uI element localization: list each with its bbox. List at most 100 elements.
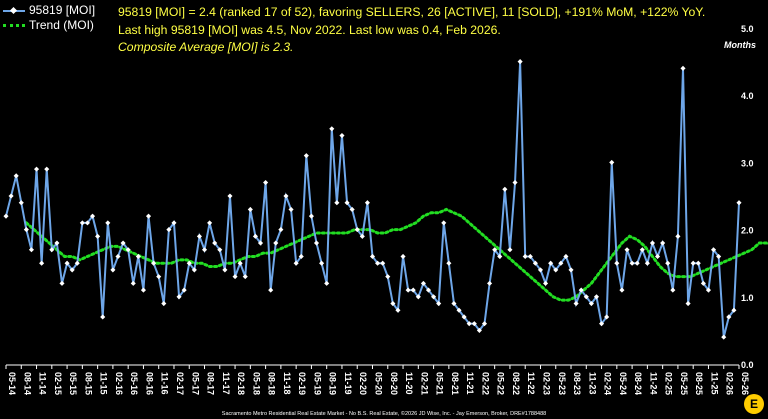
legend-moi-label: 95819 [MOI] <box>29 3 96 17</box>
moi-point <box>59 280 65 286</box>
moi-point <box>456 307 462 313</box>
moi-point <box>324 280 330 286</box>
moi-point <box>634 260 640 266</box>
moi-point <box>181 287 187 293</box>
y-tick-label: 4.0 <box>741 91 754 101</box>
moi-point <box>670 287 676 293</box>
brand-logo-icon: E <box>744 394 764 414</box>
x-tick-label: 05-26 <box>740 372 750 395</box>
x-tick-label: 02-20 <box>358 372 368 395</box>
moi-point <box>242 274 248 280</box>
moi-point <box>593 294 600 300</box>
moi-point <box>28 247 34 253</box>
moi-point <box>639 247 645 253</box>
x-tick-label: 08-22 <box>511 372 521 395</box>
x-tick-label: 11-17 <box>221 372 231 395</box>
moi-point <box>23 227 29 233</box>
x-tick-label: 08-14 <box>22 372 32 395</box>
moi-point <box>512 180 518 186</box>
moi-point <box>385 274 391 280</box>
x-axis: 05-14 08-14 11-14 02-15 05-15 08-15 11-15 02-16… <box>5 364 750 395</box>
moi-point <box>507 247 513 253</box>
x-tick-label: 05-16 <box>129 372 139 395</box>
moi-point <box>191 267 197 273</box>
moi-point <box>196 233 202 239</box>
moi-point <box>151 260 157 266</box>
moi-point <box>721 334 727 340</box>
legend: 95819 [MOI] Trend (MOI) <box>3 3 95 33</box>
moi-point <box>293 260 299 266</box>
moi-point <box>171 220 177 226</box>
moi-point <box>649 240 656 246</box>
moi-point <box>64 260 70 266</box>
moi-point <box>156 274 162 280</box>
x-tick-label: 02-24 <box>603 372 613 395</box>
moi-point <box>232 274 238 280</box>
moi-point <box>726 314 732 320</box>
moi-point <box>95 233 101 239</box>
moi-point <box>145 213 152 219</box>
moi-point <box>532 260 538 266</box>
moi-point <box>217 247 223 253</box>
moi-point <box>135 253 141 260</box>
x-tick-label: 08-15 <box>83 372 93 395</box>
x-tick-label: 11-20 <box>404 372 414 395</box>
moi-point <box>471 321 477 327</box>
moi-point <box>380 260 386 266</box>
x-tick-label: 05-24 <box>618 372 628 395</box>
legend-item-moi: 95819 [MOI] <box>3 3 95 18</box>
x-tick-label: 05-22 <box>496 372 506 395</box>
footer-credit: Sacramento Metro Residential Real Estate… <box>221 411 547 417</box>
x-tick-label: 11-14 <box>38 372 48 395</box>
moi-point <box>69 267 75 273</box>
x-tick-label: 11-21 <box>465 372 475 395</box>
moi-point <box>425 287 432 293</box>
x-tick-label: 02-15 <box>53 372 63 395</box>
moi-point <box>105 220 111 226</box>
moi-point <box>278 227 284 233</box>
x-tick-label: 08-25 <box>694 372 704 395</box>
moi-point <box>354 227 360 233</box>
moi-point <box>268 287 274 293</box>
moi-point <box>308 213 314 219</box>
moi-point <box>446 260 452 266</box>
moi-point <box>319 260 325 266</box>
moi-point <box>675 233 681 239</box>
x-tick-label: 05-25 <box>679 372 689 395</box>
moi-point <box>711 247 717 253</box>
headline-line-1: 95819 [MOI] = 2.4 (ranked 17 of 52), fav… <box>118 5 706 19</box>
x-tick-label: 08-23 <box>572 372 582 395</box>
moi-point <box>283 193 289 199</box>
moi-point <box>619 287 625 293</box>
legend-trend-label: Trend (MOI) <box>29 18 94 32</box>
x-tick-label: 08-18 <box>267 372 277 395</box>
moi-point <box>522 253 528 260</box>
x-tick-label: 11-18 <box>282 372 292 395</box>
moi-point <box>624 247 630 253</box>
moi-point <box>222 267 228 273</box>
y-tick-label: 5.0 <box>741 24 754 34</box>
moi-point <box>405 287 411 293</box>
moi-point <box>303 153 309 159</box>
moi-point <box>476 327 482 333</box>
x-tick-label: 02-21 <box>419 372 429 395</box>
x-tick-label: 02-17 <box>175 372 185 395</box>
legend-moi-swatch <box>3 6 25 16</box>
moi-point <box>644 260 650 266</box>
moi-point <box>431 294 437 300</box>
moi-point <box>273 240 279 246</box>
moi-point <box>313 240 320 246</box>
x-tick-label: 08-19 <box>328 372 338 395</box>
moi-point <box>441 220 447 226</box>
moi-point <box>680 65 686 71</box>
x-tick-label: 11-22 <box>526 372 536 395</box>
x-tick-label: 08-17 <box>206 372 216 395</box>
moi-point <box>3 213 9 219</box>
moi-point <box>115 253 121 260</box>
moi-point <box>237 260 243 266</box>
x-tick-label: 08-24 <box>633 372 643 395</box>
chart-headline: 95819 [MOI] = 2.4 (ranked 17 of 52), fav… <box>118 4 705 57</box>
y-axis: 0.0 1.0 2.0 3.0 4.0 5.0 <box>741 24 754 370</box>
moi-point <box>364 200 370 206</box>
moi-point <box>110 267 116 273</box>
